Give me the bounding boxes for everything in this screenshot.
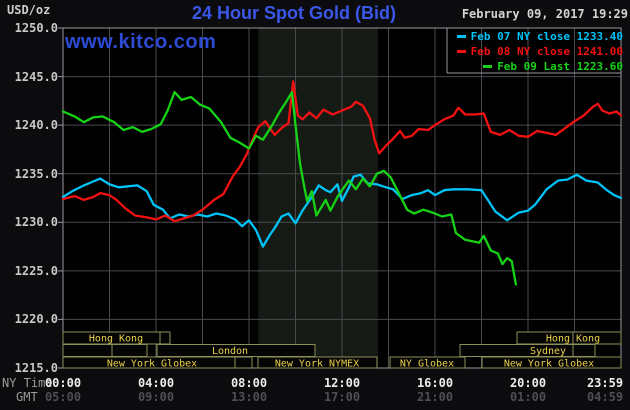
session-box xyxy=(257,356,378,369)
session-label: Hong Kong xyxy=(89,334,143,345)
session-box xyxy=(62,344,148,357)
legend-item-feb08: Feb 08 NY close 1241.00 xyxy=(456,44,623,59)
legend-label-feb09: Feb 09 Last 1223.60 xyxy=(497,59,623,73)
x-tick-label-gmt: 21:00 xyxy=(416,390,454,404)
y-tick-label: 1235.0 xyxy=(14,166,58,181)
feb07-swatch-icon xyxy=(456,35,466,38)
x-tick-label-ny: 12:00 xyxy=(323,376,361,390)
session-label: New York Globex xyxy=(504,359,594,370)
x-tick-label-gmt: 09:00 xyxy=(137,390,175,404)
axis-row-label-ny-time: NY Time xyxy=(2,376,53,390)
x-tick-label-ny: 23:59 xyxy=(586,376,624,390)
x-tick-label-gmt: 17:00 xyxy=(323,390,361,404)
price-line-1 xyxy=(61,80,623,223)
units-label: USD/oz xyxy=(7,3,51,17)
nymex-session-band xyxy=(258,28,378,368)
legend-label-feb08: Feb 08 NY close 1241.00 xyxy=(470,44,623,58)
price-line-0 xyxy=(61,173,623,248)
session-label: Sydney xyxy=(530,346,566,357)
y-tick-label: 1225.0 xyxy=(14,263,58,278)
session-box xyxy=(481,356,622,369)
x-tick-label-gmt: 04:59 xyxy=(586,390,624,404)
legend: Feb 07 NY close 1233.40 Feb 08 NY close … xyxy=(456,29,623,74)
page-title: 24 Hour Spot Gold (Bid) xyxy=(192,3,396,23)
x-tick-label-ny: 20:00 xyxy=(509,376,547,390)
feb09-swatch-icon xyxy=(483,65,493,68)
y-tick-label: 1220.0 xyxy=(14,312,58,327)
price-line-2 xyxy=(61,90,518,286)
kitco-watermark-link[interactable]: www.kitco.com xyxy=(65,31,217,53)
y-tick-label: 1240.0 xyxy=(14,118,58,133)
x-tick-label-gmt: 05:00 xyxy=(44,390,82,404)
y-tick-label: 1250.0 xyxy=(14,21,58,35)
session-label: New York Globex xyxy=(107,359,197,370)
session-box xyxy=(389,356,466,369)
x-tick-label-ny: 00:00 xyxy=(44,376,82,390)
legend-label-feb07: Feb 07 NY close 1233.40 xyxy=(470,29,623,43)
session-label: New York NYMEX xyxy=(275,359,359,370)
session-box xyxy=(459,344,596,357)
x-tick-label-ny: 08:00 xyxy=(230,376,268,390)
session-box xyxy=(62,356,253,369)
y-tick-label: 1245.0 xyxy=(14,69,58,84)
x-tick-label-gmt: 13:00 xyxy=(230,390,268,404)
feb08-swatch-icon xyxy=(456,50,466,53)
session-label: London xyxy=(212,346,248,357)
datetime-label: February 09, 2017 19:29 xyxy=(461,7,628,21)
y-tick-label: 1215.0 xyxy=(14,361,58,375)
x-tick-label-ny: 04:00 xyxy=(137,376,175,390)
x-tick-label-ny: 16:00 xyxy=(416,376,454,390)
axis-row-label-gmt: GMT xyxy=(16,390,38,404)
session-label: Hong Kong xyxy=(546,334,600,345)
legend-item-feb07: Feb 07 NY close 1233.40 xyxy=(456,29,623,44)
y-tick-label: 1230.0 xyxy=(14,215,58,230)
x-tick-label-gmt: 01:00 xyxy=(509,390,547,404)
session-label: NY Globex xyxy=(400,359,454,370)
legend-item-feb09: Feb 09 Last 1223.60 xyxy=(457,59,623,74)
